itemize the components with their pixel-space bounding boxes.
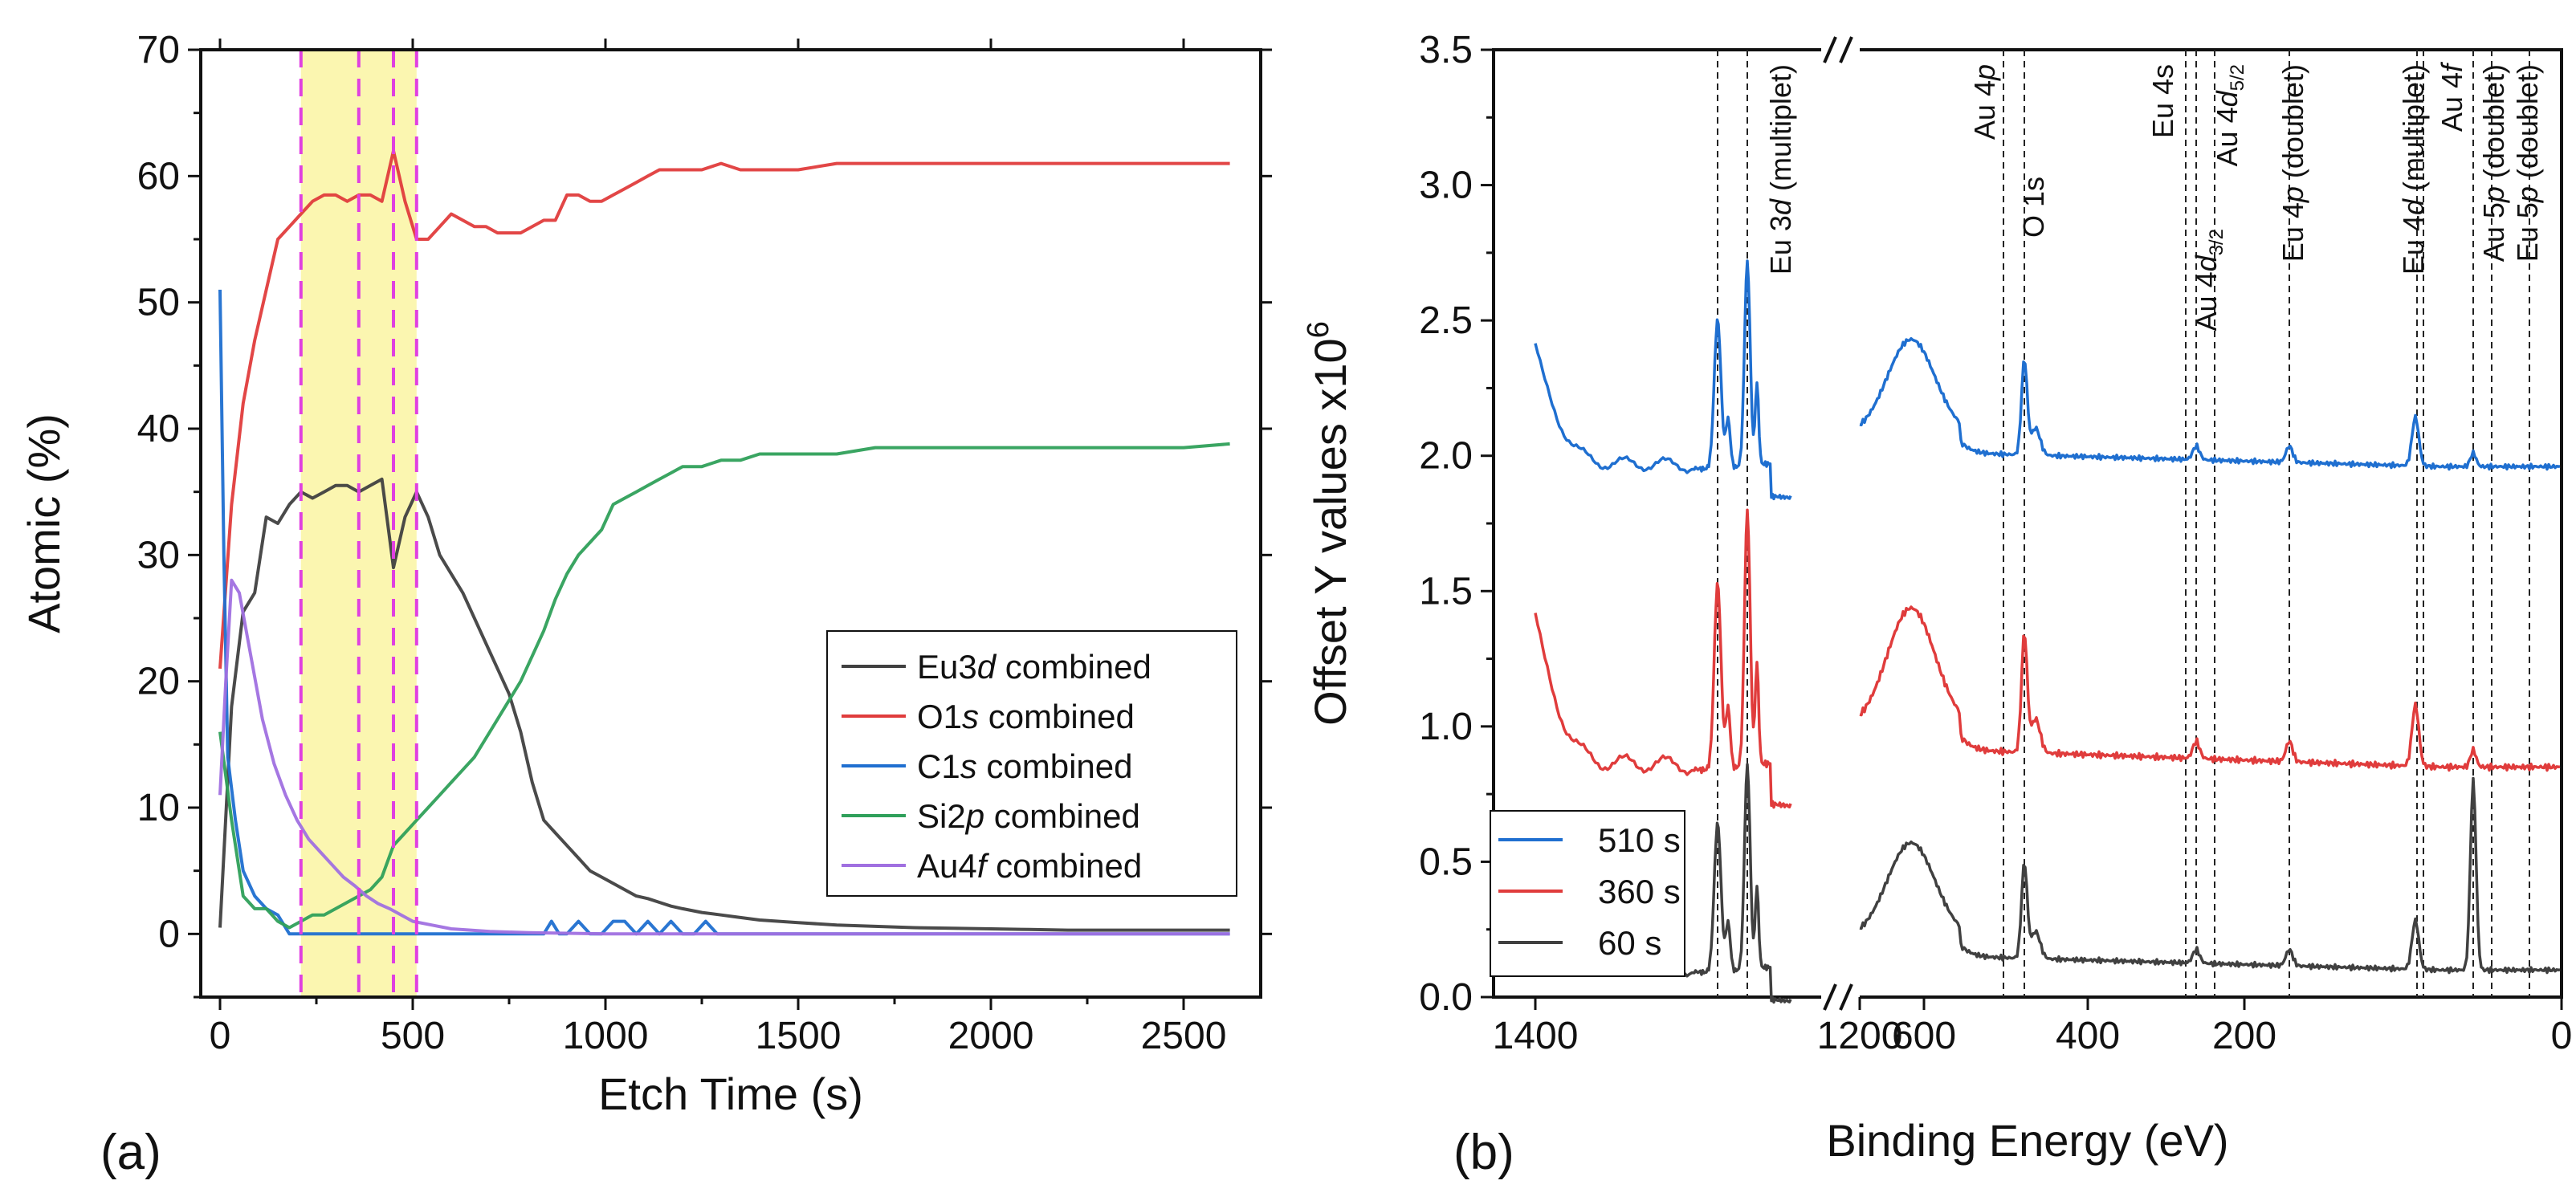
y-tick-label-b-3: 1.5	[1419, 570, 1473, 613]
x-axis-label-b: Binding Energy (eV)	[1826, 1115, 2228, 1166]
panel-label-a: (a)	[100, 1125, 161, 1180]
dashed-markers	[299, 50, 418, 997]
y-tick-label-0: 0	[158, 913, 180, 955]
series-line-2	[218, 149, 1230, 670]
spectrum-2-segment-2	[1859, 605, 2561, 772]
annotation-8: Eu 4d (multiplet)	[2397, 64, 2430, 275]
spectra-group	[1534, 259, 2561, 1004]
annotation-9: Au 4f	[2435, 61, 2468, 132]
legend-label-3: C1s combined	[917, 747, 1132, 785]
y-tick-label-7: 70	[137, 29, 180, 71]
legend-b-label-2: 360 s	[1598, 873, 1681, 910]
y-axis-label-b: Offset Y values x106	[1302, 321, 1355, 726]
annotation-6: Au 4d5/2	[2211, 64, 2248, 166]
y-tick-label-1: 10	[137, 787, 180, 829]
y-tick-label-2: 20	[137, 661, 180, 703]
x-tick-label-b-4: 200	[2212, 1015, 2276, 1057]
x-tick-label-b-0: 1400	[1493, 1015, 1579, 1057]
annotation-10: Au 5p (doublet)	[2477, 64, 2510, 262]
x-tick-label-5: 2500	[1141, 1015, 1227, 1057]
series-line-4	[218, 442, 1230, 930]
annotation-3: O 1s	[2017, 177, 2050, 238]
x-tick-label-4: 2000	[948, 1015, 1034, 1057]
x-tick-label-3: 1500	[756, 1015, 842, 1057]
annotation-5: Au 4d3/2	[2190, 229, 2228, 331]
x-tick-label-b-2: 600	[1892, 1015, 1956, 1057]
y-tick-label-b-6: 3.0	[1419, 165, 1473, 207]
y-tick-label-b-5: 2.5	[1419, 299, 1473, 342]
legend-label-2: O1s combined	[917, 698, 1135, 735]
spectrum-3-segment-2	[1859, 776, 2561, 975]
y-tick-label-b-0: 0.0	[1419, 976, 1473, 1019]
legend-label-4: Si2p combined	[917, 797, 1140, 835]
series-group	[218, 149, 1230, 936]
panel-label-b: (b)	[1453, 1125, 1514, 1180]
svg-text:Offset Y values x106: Offset Y values x106	[1302, 321, 1355, 726]
x-axis-label: Etch Time (s)	[598, 1069, 863, 1119]
x-tick-label-1: 500	[381, 1015, 445, 1057]
x-tick-label-0: 0	[210, 1015, 231, 1057]
panel-a: 0 500 1000 1500 2000 2500 0 10 20 30 40 50 60 70 Etch…	[18, 29, 1272, 1180]
series-line-5	[218, 578, 1230, 936]
legend-label-1: Eu3d combined	[917, 648, 1151, 686]
legend-box	[826, 630, 1237, 897]
peak-annotations: Eu 3d (multiplet) Au 4p O 1s Eu 4s Au 4d3/2 A…	[1764, 61, 2544, 331]
legend-b-label-3: 60 s	[1598, 924, 1661, 962]
legend-b: 510 s 360 s 60 s	[1490, 810, 1685, 977]
annotation-11: Eu 5p (doublet)	[2511, 64, 2544, 262]
y-tick-label-b-2: 1.0	[1419, 706, 1473, 748]
legend-b-label-1: 510 s	[1598, 821, 1681, 859]
axis-break	[1821, 32, 1860, 1015]
annotation-4: Eu 4s	[2146, 64, 2179, 138]
y-tick-label-b-7: 3.5	[1419, 29, 1473, 71]
y-axis-label: Atomic (%)	[18, 413, 69, 633]
y-label-main: Offset Y values x10	[1305, 338, 1355, 726]
annotation-1: Eu 3d (multiplet)	[1764, 64, 1797, 275]
spectrum-1-segment-2	[1859, 336, 2561, 471]
y-tick-label-5: 50	[137, 282, 180, 324]
tick-group: 0 500 1000 1500 2000 2500 0 10 20 30 40 50 60 70	[137, 29, 1272, 1057]
x-tick-label-b-5: 0	[2551, 1015, 2573, 1057]
spectrum-2-segment-1	[1534, 508, 1792, 809]
legend-label-5: Au4f combined	[917, 847, 1142, 885]
plot-frame	[199, 48, 1262, 999]
x-tick-label-b-3: 400	[2056, 1015, 2120, 1057]
annotation-7: Eu 4p (doublet)	[2276, 64, 2309, 262]
annotation-2: Au 4p	[1968, 64, 2001, 140]
y-tick-label-b-4: 2.0	[1419, 435, 1473, 478]
x-tick-label-b-1: 1200	[1817, 1015, 1903, 1057]
legend: Eu3d combined O1s combined C1s combined Si2…	[826, 630, 1237, 897]
spectrum-1-segment-1	[1534, 259, 1792, 501]
x-tick-label-2: 1000	[563, 1015, 649, 1057]
y-tick-label-3: 30	[137, 534, 180, 576]
series-line-1	[218, 477, 1230, 932]
y-tick-label-b-1: 0.5	[1419, 841, 1473, 883]
y-tick-label-4: 40	[137, 408, 180, 450]
y-label-sup: 6	[1302, 321, 1335, 338]
y-tick-label-6: 60	[137, 155, 180, 197]
